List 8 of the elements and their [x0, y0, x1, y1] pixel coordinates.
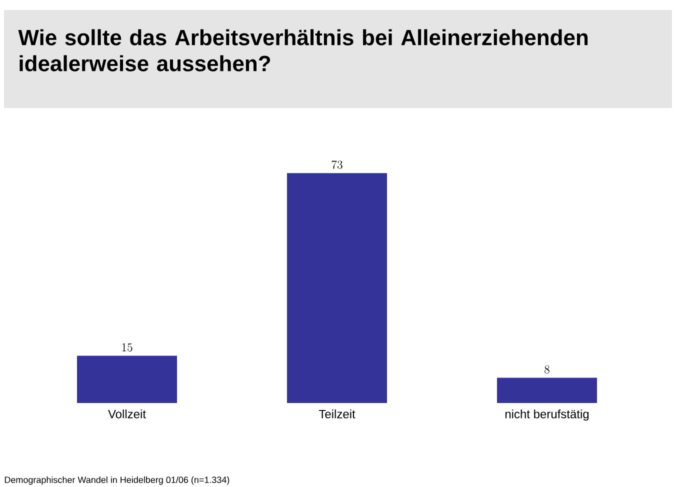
- x-tick-label: nicht berufstätig: [505, 409, 589, 421]
- x-tick-label: Teilzeit: [318, 409, 356, 418]
- x-tick-label: Vollzeit: [108, 409, 146, 418]
- data-label: 15: [122, 343, 132, 352]
- data-label: 8: [544, 365, 550, 374]
- data-label: 73: [332, 160, 342, 169]
- chart-title: Wie sollte das Arbeitsverhältnis bei Alleinerziehenden idealerweise aussehen?: [18, 29, 588, 72]
- text: Demographischer Wandel in Heidelberg 01/06 (n=1.334): [4, 476, 230, 485]
